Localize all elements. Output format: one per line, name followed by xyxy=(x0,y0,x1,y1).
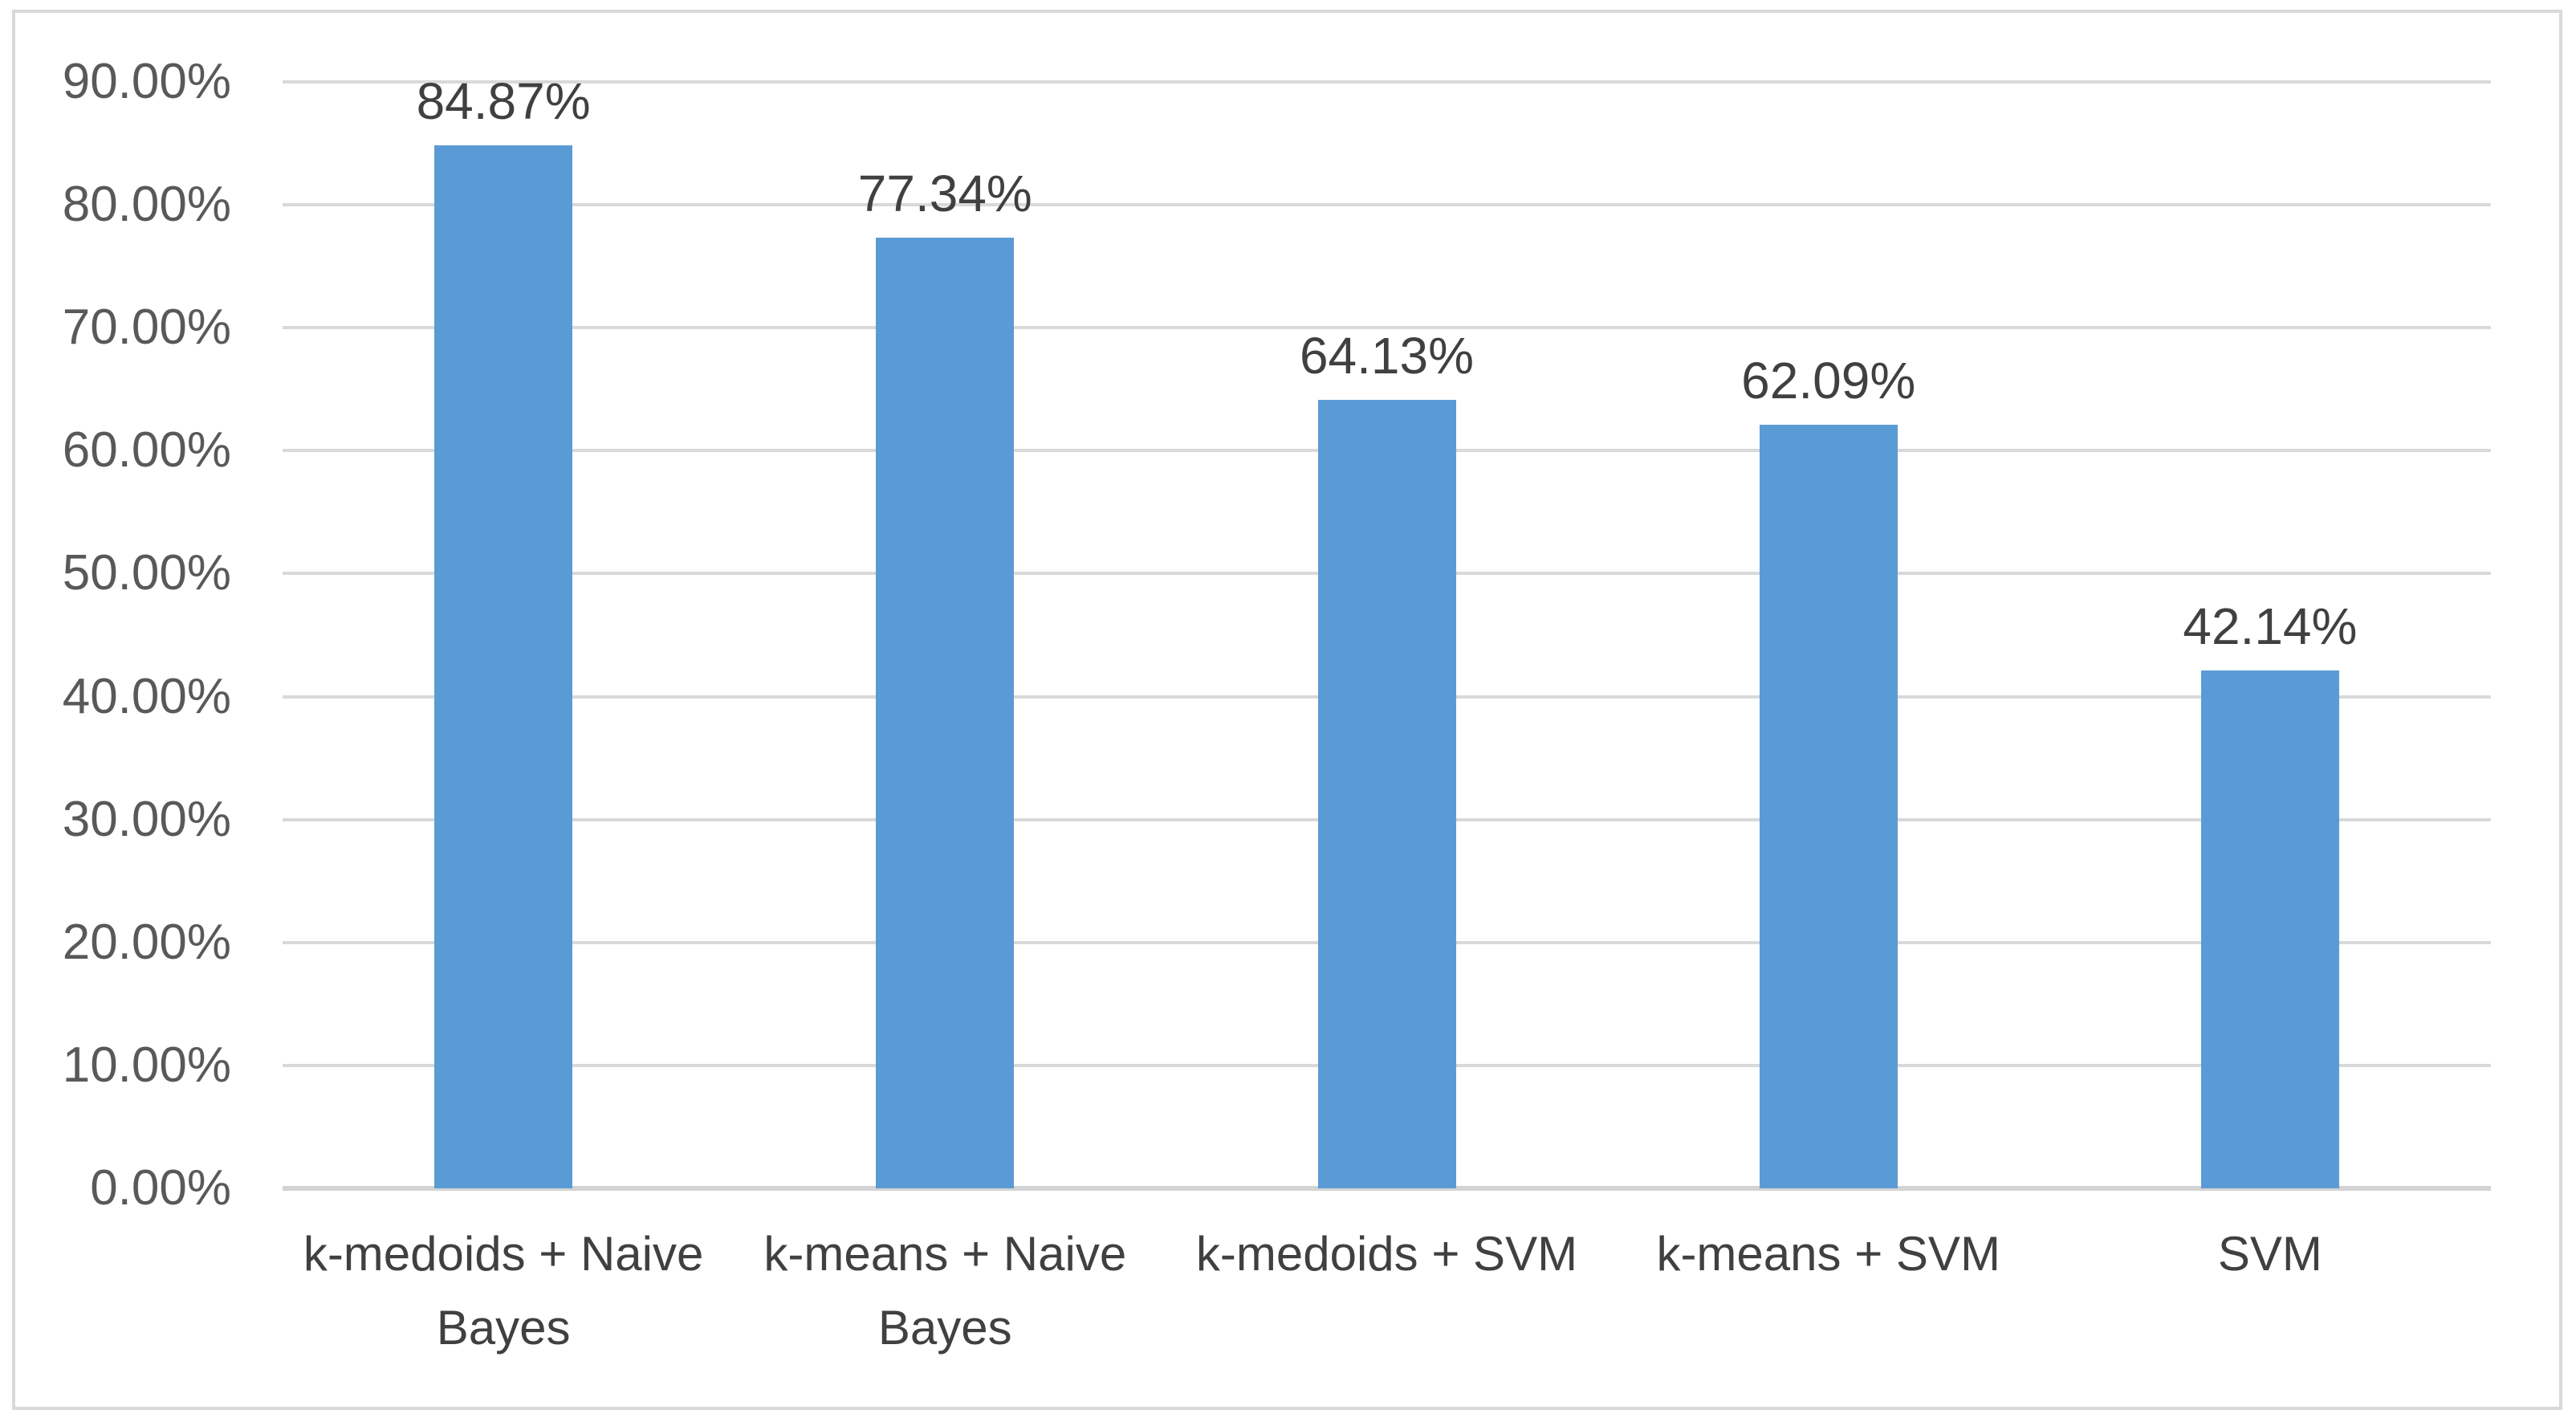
bar xyxy=(876,237,1015,1188)
gridline xyxy=(283,203,2491,207)
y-tick-label: 30.00% xyxy=(62,791,231,847)
bar xyxy=(2200,670,2339,1188)
gridline xyxy=(283,326,2491,330)
bar xyxy=(1759,425,1898,1188)
y-tick-label: 90.00% xyxy=(62,54,231,109)
y-tick-label: 60.00% xyxy=(62,422,231,479)
y-tick-label: 40.00% xyxy=(62,668,231,724)
bar-value-label: 64.13% xyxy=(1299,327,1475,385)
x-category-label: k-means + SVM xyxy=(1656,1227,2000,1281)
y-tick-label: 10.00% xyxy=(62,1037,231,1093)
bar-value-label: 42.14% xyxy=(2183,597,2358,655)
y-tick-label: 20.00% xyxy=(62,914,231,970)
gridline xyxy=(283,80,2491,84)
bar-value-label: 77.34% xyxy=(857,164,1032,222)
y-tick-label: 0.00% xyxy=(90,1160,231,1216)
x-category-label: k-means + Naive Bayes xyxy=(763,1227,1127,1355)
y-tick-label: 70.00% xyxy=(62,299,231,356)
bar-value-label: 84.87% xyxy=(416,71,591,130)
y-tick-label: 50.00% xyxy=(62,545,231,601)
x-category-label: k-medoids + SVM xyxy=(1195,1227,1578,1281)
bar-value-label: 62.09% xyxy=(1741,352,1916,410)
chart-border-frame xyxy=(12,10,2562,1410)
bar xyxy=(434,145,573,1188)
bar xyxy=(1317,400,1456,1188)
y-tick-label: 80.00% xyxy=(62,177,231,233)
x-axis-line xyxy=(283,1186,2491,1191)
x-category-label: SVM xyxy=(2217,1227,2322,1281)
x-category-label: k-medoids + Naive Bayes xyxy=(303,1227,704,1355)
